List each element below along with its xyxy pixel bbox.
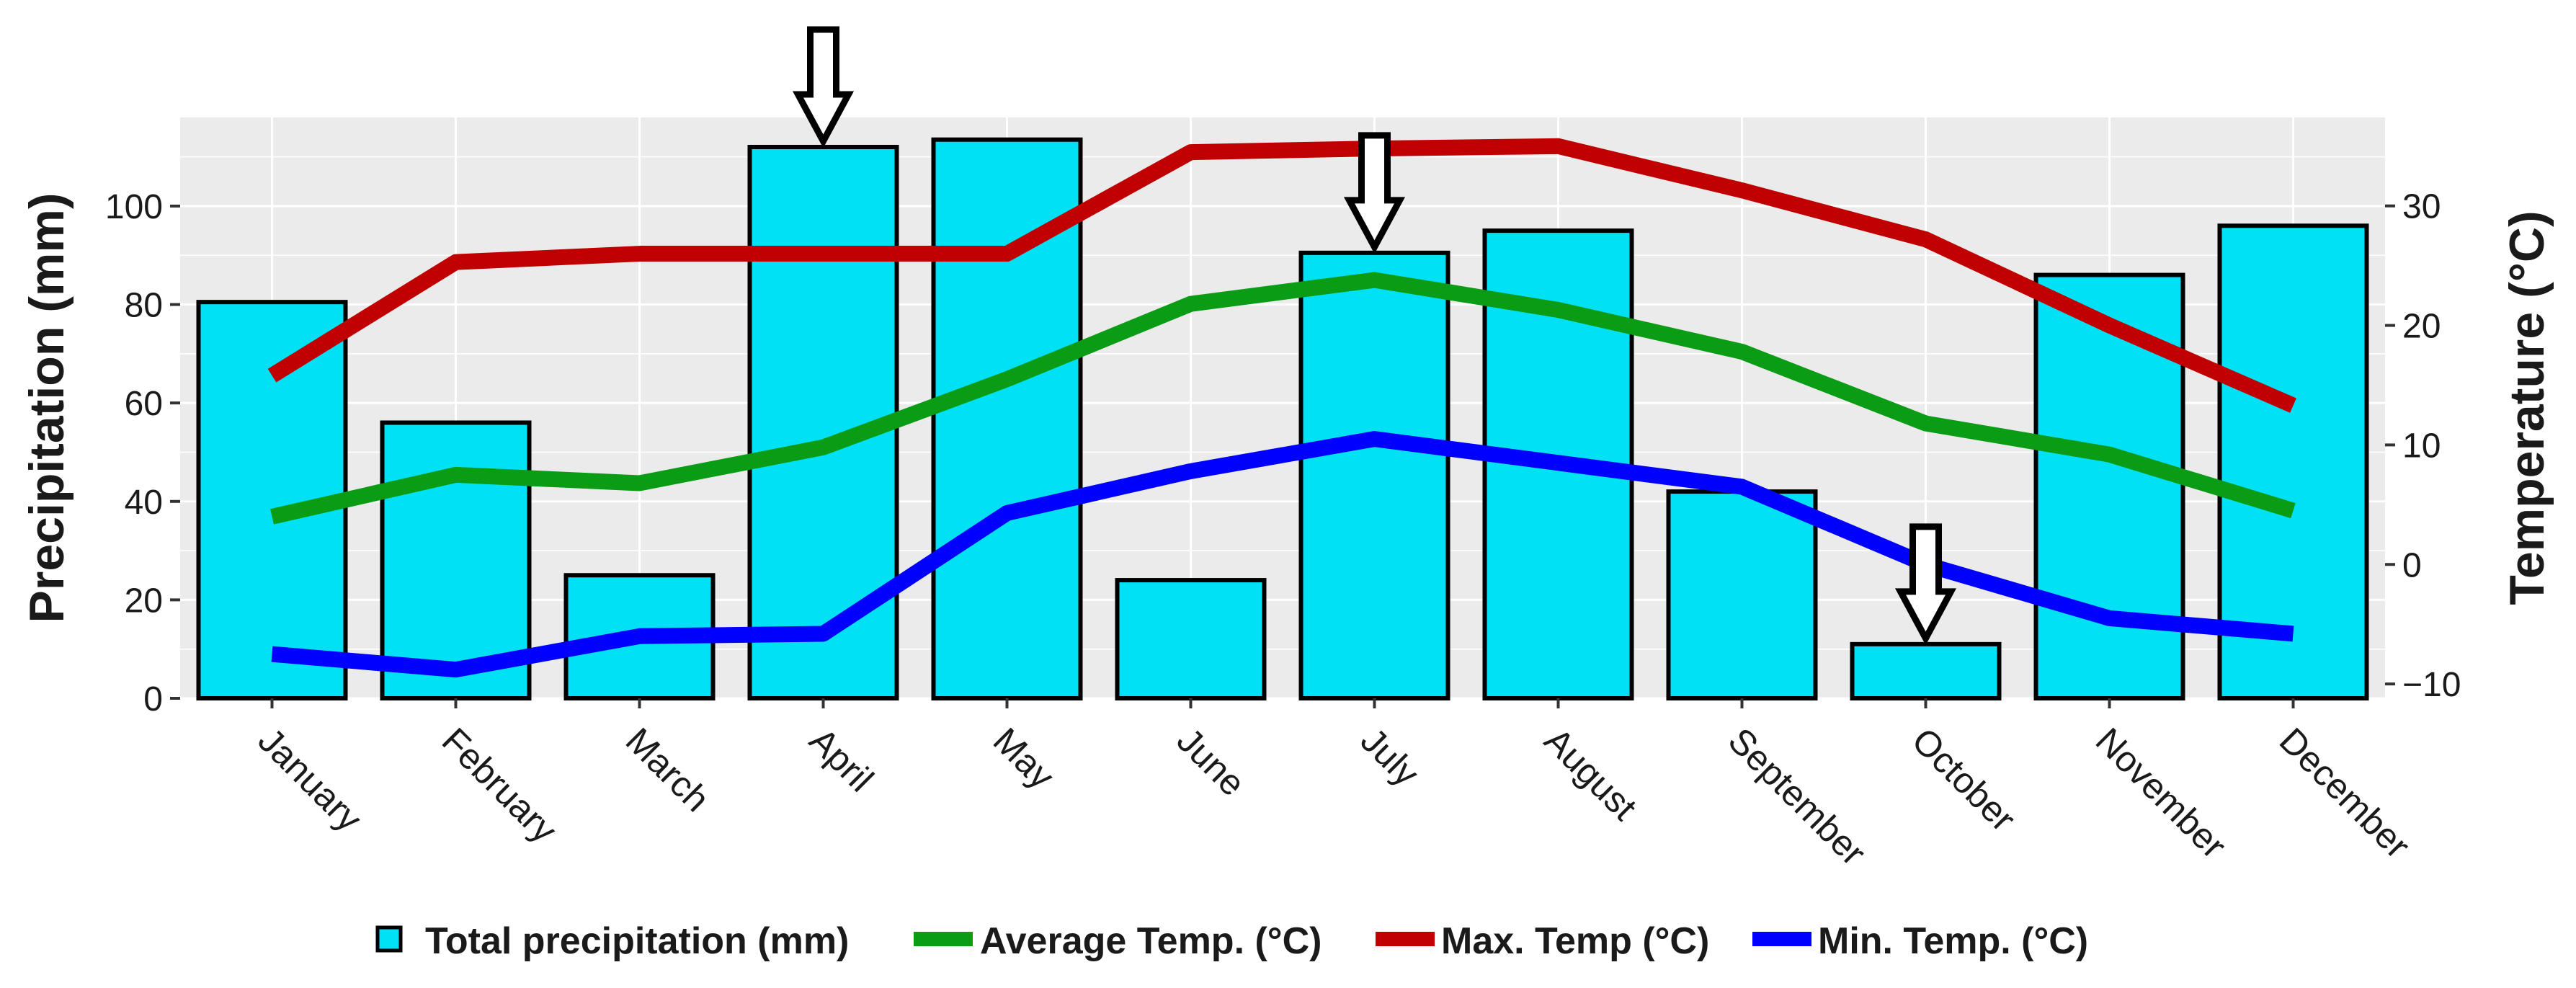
bar-september [1666,489,1818,700]
y-left-tick-label: 20 [125,582,163,620]
y-right-tick-label: 0 [2402,546,2422,584]
arrow-october [1894,523,1957,646]
arrow-july [1343,132,1406,254]
bar-december [2217,223,2369,700]
y-left-tick-label: 0 [143,680,163,718]
x-tick-label-april: April [802,720,881,799]
arrow-april [792,26,855,148]
x-tick-label-september: September [1721,720,1874,873]
legend-item-min-temp-c: Min. Temp. (°C) [1752,920,2088,962]
y-axis-left-label: Precipitation (mm) [19,193,74,623]
x-tick-label-december: December [2272,720,2418,866]
legend-item-average-temp-c: Average Temp. (°C) [914,920,1322,962]
x-tick-label-november: November [2088,720,2234,866]
y-right-tick-label: −10 [2402,666,2461,704]
legend-item-total-precipitation-mm: Total precipitation (mm) [375,920,849,962]
bar-june [1115,578,1267,701]
x-tick-label-october: October [1904,720,2023,839]
y-left-tick-label: 60 [125,385,163,423]
bar-october [1850,641,2002,700]
x-tick-label-february: February [434,720,565,850]
temperature-lines [267,138,2296,678]
y-left-tick-label: 80 [125,287,163,325]
legend: Total precipitation (mm) Average Temp. (°… [375,920,2088,962]
legend-label: Average Temp. (°C) [980,920,1322,962]
legend-label: Max. Temp (°C) [1441,920,1709,962]
legend-item-max-temp-c: Max. Temp (°C) [1376,920,1709,962]
x-tick-label-june: June [1169,720,1253,804]
x-tick-label-may: May [986,720,1062,796]
legend-swatch [375,925,403,953]
bar-july [1298,250,1450,700]
plot-background [180,117,2385,698]
y-left-tick-label: 40 [125,484,163,522]
legend-label: Min. Temp. (°C) [1818,920,2088,962]
line-average-temp-c [270,272,2296,525]
x-tick-label-march: March [618,720,718,819]
y-right-tick-label: 10 [2402,427,2441,465]
annotation-arrows [792,26,1957,646]
y-right-tick-label: 30 [2402,188,2441,226]
line-min-temp-c [271,431,2294,678]
y-right-tick-label: 20 [2402,308,2441,346]
x-tick-label-august: August [1537,720,1645,828]
y-left-tick-label: 100 [105,188,163,226]
line-max-temp-c [267,138,2296,413]
legend-label: Total precipitation (mm) [425,920,849,962]
bar-november [2033,272,2185,700]
y-axis-right-label: Temperature (°C) [2500,210,2554,605]
x-tick-label-july: July [1353,720,1427,793]
x-tick-label-january: January [251,720,370,839]
